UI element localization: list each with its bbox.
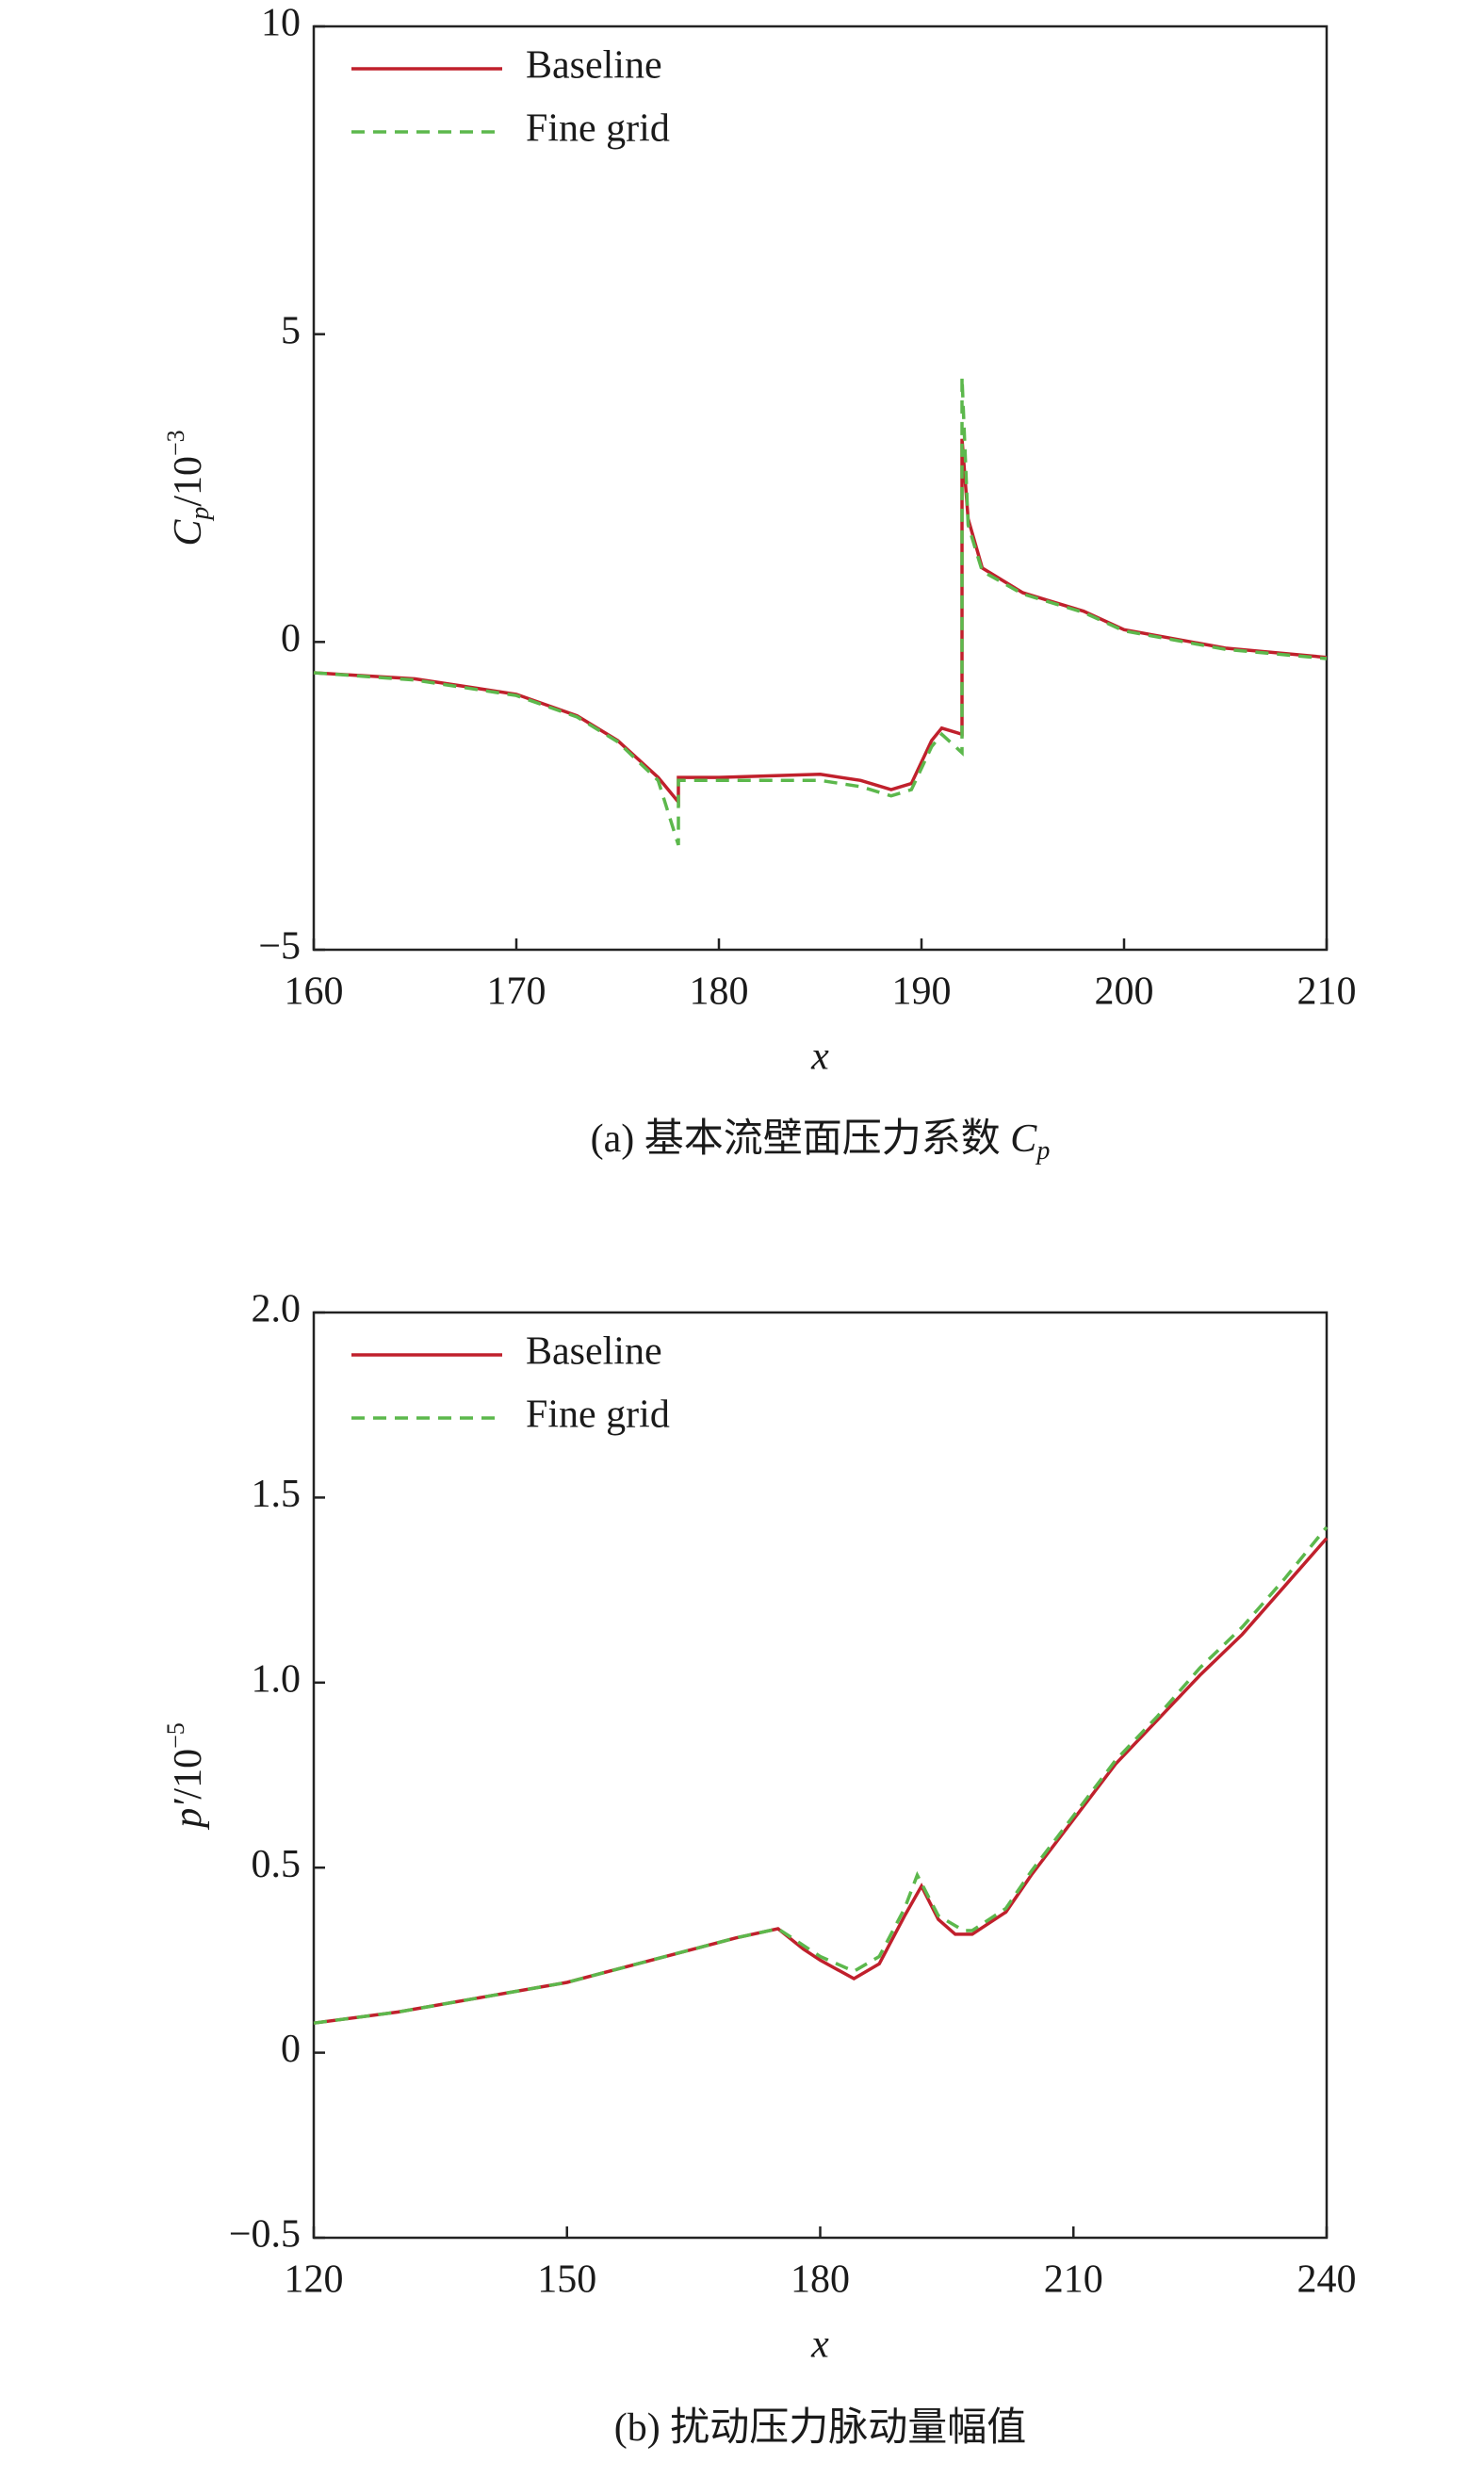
caption-part: (b) 扰动压力脉动量幅值 (614, 2406, 1026, 2450)
data-line (313, 438, 1328, 807)
data-line (313, 377, 1328, 846)
caption-part: C (1010, 1117, 1037, 1161)
caption-part: (a) 基本流壁面压力系数 (591, 1117, 1011, 1161)
y-axis-label-part: p′ (167, 1799, 210, 1831)
data-line (313, 1525, 1329, 2025)
y-axis-label-part: /10 (167, 1749, 210, 1800)
caption: (b) 扰动压力脉动量幅值 (614, 2406, 1026, 2450)
x-tick-label: 190 (892, 970, 952, 1014)
legend-label: Baseline (526, 1330, 662, 1374)
y-axis-label-part: −5 (162, 1722, 189, 1749)
x-tick-label: 240 (1297, 2258, 1357, 2302)
y-tick-label: 1.0 (252, 1657, 302, 1701)
y-tick-label: 5 (281, 309, 301, 352)
y-tick-label: 2.0 (252, 1288, 302, 1331)
x-tick-label: 170 (487, 970, 546, 1014)
y-axis-label: Cp/10−3 (162, 430, 215, 546)
y-tick-label: 0 (281, 617, 301, 660)
x-tick-label: 210 (1297, 970, 1357, 1014)
legend-label: Fine grid (526, 1394, 670, 1437)
data-line (313, 1537, 1329, 2025)
x-tick-label: 150 (537, 2258, 596, 2302)
legend-label: Fine grid (526, 107, 670, 151)
x-tick-label: 210 (1044, 2258, 1103, 2302)
legend-label: Baseline (526, 44, 662, 88)
y-tick-label: 10 (261, 2, 301, 45)
x-tick-label: 200 (1095, 970, 1154, 1014)
x-tick-label: 180 (791, 2258, 850, 2302)
y-tick-label: 1.5 (252, 1473, 302, 1516)
y-tick-label: −0.5 (229, 2213, 301, 2257)
caption-part: p (1035, 1136, 1050, 1166)
caption: (a) 基本流壁面压力系数 Cp (591, 1117, 1051, 1166)
y-tick-label: 0.5 (252, 1843, 302, 1886)
y-axis-label-part: C (167, 519, 210, 546)
y-tick-label: −5 (258, 925, 301, 969)
x-tick-label: 160 (285, 970, 344, 1014)
x-tick-label: 120 (285, 2258, 344, 2302)
y-axis-label-part: /10 (167, 456, 210, 507)
y-axis-label: p′/10−5 (162, 1722, 210, 1831)
plot-frame (312, 24, 1329, 952)
x-tick-label: 180 (690, 970, 749, 1014)
y-tick-label: 0 (281, 2028, 301, 2071)
y-axis-label-part: −3 (162, 430, 189, 456)
x-axis-label: x (810, 2323, 829, 2367)
x-axis-label: x (810, 1035, 829, 1079)
plot-frame (312, 1311, 1329, 2240)
y-axis-label-part: p (186, 507, 215, 522)
